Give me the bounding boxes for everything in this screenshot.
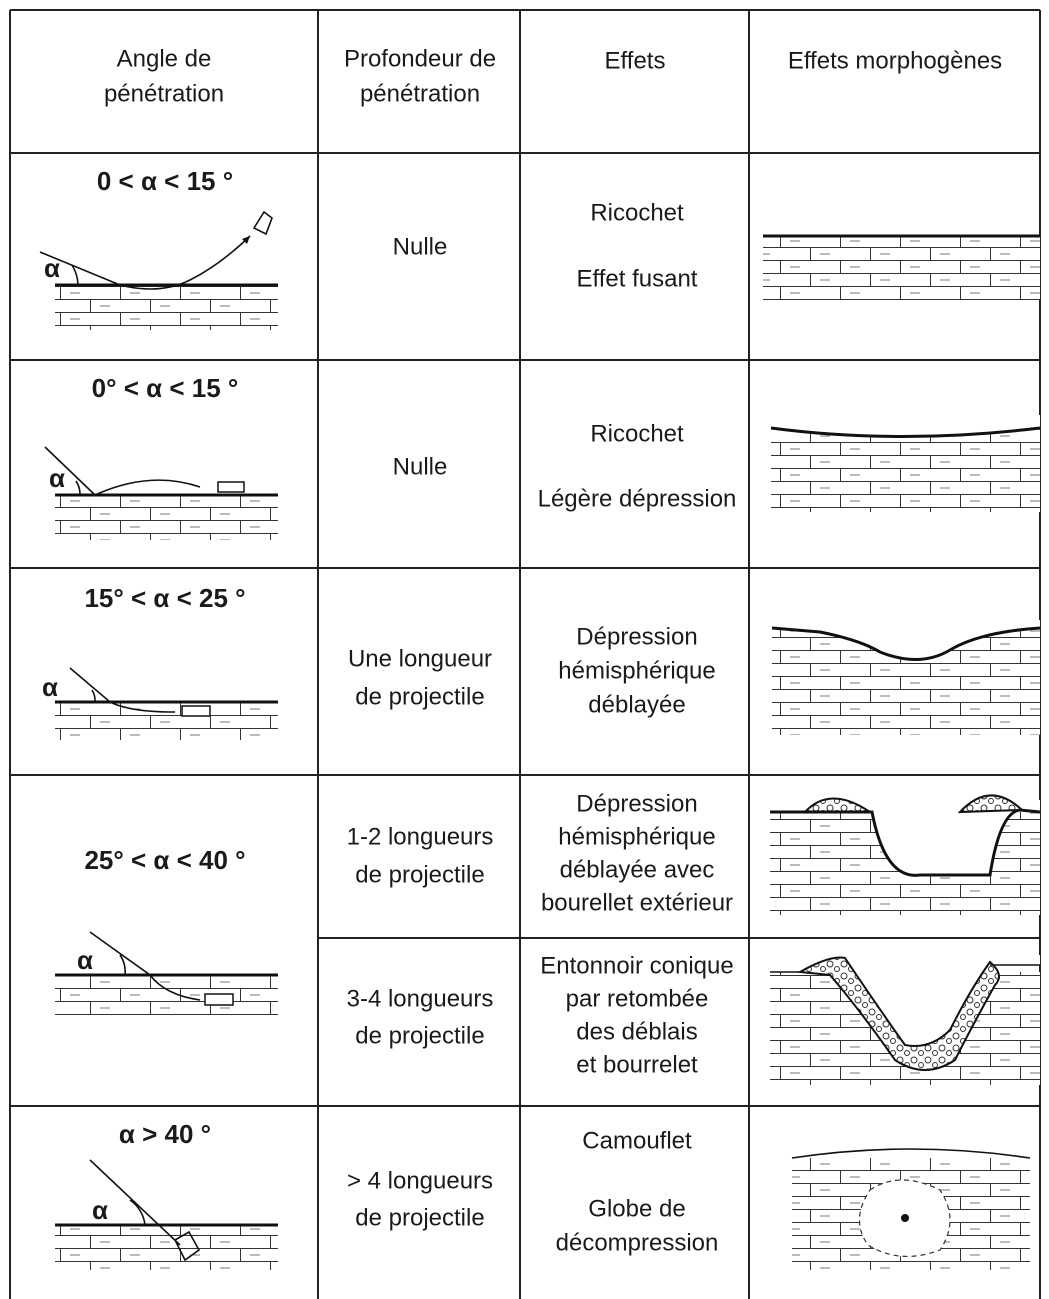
effect-text: bourellet extérieur	[541, 889, 733, 916]
angle-symbol: α	[49, 463, 65, 493]
angle-symbol: α	[92, 1195, 108, 1225]
header-text: Angle de	[117, 45, 212, 72]
effect-text: des déblais	[576, 1018, 697, 1045]
header-text: pénétration	[104, 80, 224, 107]
angle-symbol: α	[44, 253, 60, 283]
effect-text: Effet fusant	[577, 265, 698, 292]
effect-text: Entonnoir conique	[540, 952, 733, 979]
header-text: Profondeur de	[344, 45, 496, 72]
effect-text: Camouflet	[582, 1127, 692, 1154]
depth-text: de projectile	[355, 683, 484, 710]
effect-text: déblayée	[588, 691, 685, 718]
angle-symbol: α	[77, 945, 93, 975]
effect-text: Légère dépression	[538, 485, 737, 512]
depth-text: de projectile	[355, 861, 484, 888]
depth-text: 3-4 longueurs	[347, 985, 494, 1012]
depth-text: > 4 longueurs	[347, 1167, 493, 1194]
depth-text: Une longueur	[348, 645, 492, 672]
effect-text: déblayée avec	[560, 856, 715, 883]
depth-text: de projectile	[355, 1204, 484, 1231]
effect-text: décompression	[556, 1229, 719, 1256]
morphogenic-illustrations	[763, 234, 1041, 1270]
effect-text: hémisphérique	[558, 823, 715, 850]
effect-text: et bourrelet	[576, 1051, 698, 1078]
depth-text: Nulle	[393, 453, 448, 480]
effect-text: Dépression	[576, 790, 697, 817]
effect-text: Dépression	[576, 623, 697, 650]
header-text: Effets	[605, 47, 666, 74]
effect-text: par retombée	[566, 985, 709, 1012]
effect-text: Ricochet	[590, 199, 684, 226]
angle-symbol: α	[42, 672, 58, 702]
angle-range: 0° < α < 15 °	[92, 373, 239, 403]
header-text: Effets morphogènes	[788, 47, 1002, 74]
depth-text: Nulle	[393, 233, 448, 260]
angle-range: α > 40 °	[119, 1119, 211, 1149]
angle-range: 25° < α < 40 °	[84, 845, 245, 875]
angle-range: 0 < α < 15 °	[97, 166, 233, 196]
effect-text: Globe de	[588, 1195, 685, 1222]
depth-text: de projectile	[355, 1022, 484, 1049]
angle-illustrations	[39, 210, 278, 1270]
header-text: pénétration	[360, 80, 480, 107]
depth-text: 1-2 longueurs	[347, 823, 494, 850]
effect-text: Ricochet	[590, 420, 684, 447]
grid	[9, 9, 1041, 1299]
angle-range: 15° < α < 25 °	[84, 583, 245, 613]
effect-text: hémisphérique	[558, 657, 715, 684]
